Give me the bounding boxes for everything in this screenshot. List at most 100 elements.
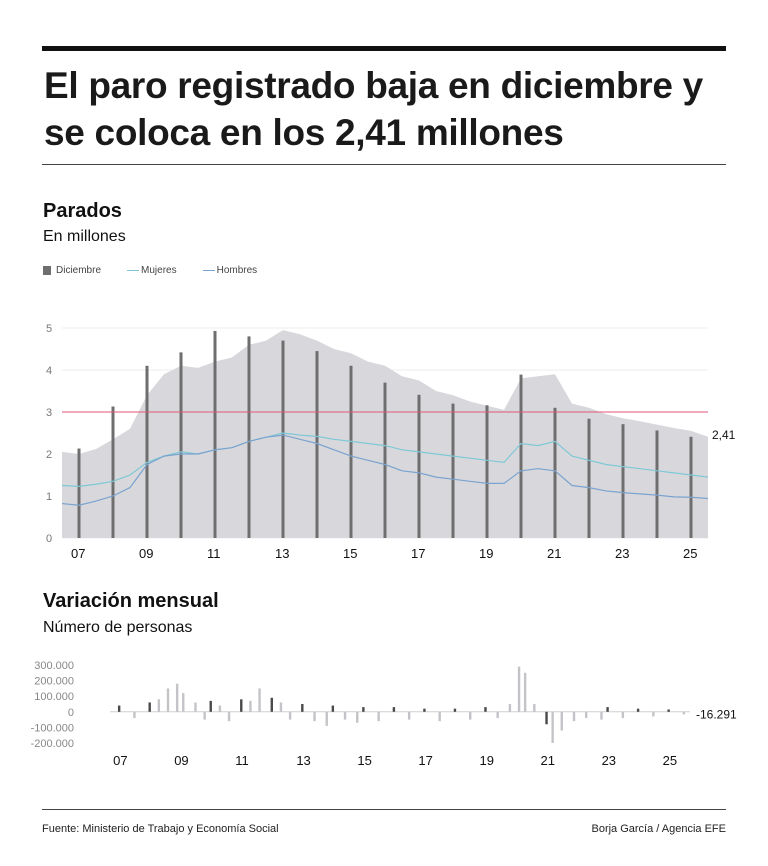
monthly-bar [182, 693, 185, 712]
monthly-bar [523, 672, 527, 712]
legend-item-mujeres: Mujeres [127, 265, 177, 276]
last-value-label: 2,41 [712, 428, 736, 442]
december-bar [485, 405, 489, 538]
monthly-bar [423, 708, 426, 712]
december-bar [247, 336, 251, 538]
x-tick-label: 13 [275, 546, 289, 561]
x-tick-label: 25 [683, 546, 697, 561]
monthly-bar [209, 700, 212, 712]
top-rule [42, 46, 726, 51]
chart1-title: Parados [43, 200, 122, 222]
monthly-bar [343, 711, 347, 720]
legend-label-mujeres: Mujeres [141, 265, 177, 276]
y-tick-label: 5 [46, 323, 52, 335]
legend-label-diciembre: Diciembre [56, 265, 102, 276]
x-tick-label: 11 [235, 753, 249, 768]
y-tick-label: 0 [46, 533, 52, 545]
december-bar [179, 352, 183, 538]
monthly-bar [279, 702, 283, 712]
monthly-bar [331, 705, 335, 712]
monthly-bar [218, 705, 222, 712]
monthly-bar [496, 711, 499, 719]
monthly-bar [133, 711, 136, 719]
monthly-bar [356, 711, 359, 723]
december-bar [621, 424, 625, 538]
legend-item-diciembre: Diciembre [43, 265, 101, 276]
december-bar [315, 351, 319, 538]
monthly-bar [325, 711, 328, 726]
headline: El paro registrado baja en diciembre y s… [44, 65, 703, 153]
monthly-bar [560, 711, 563, 731]
footer-divider [42, 809, 726, 810]
x-tick-label: 17 [411, 546, 425, 561]
x-tick-label: 15 [357, 753, 371, 768]
monthly-bar [484, 707, 487, 712]
monthly-bar [392, 707, 396, 712]
december-bar [451, 403, 455, 538]
x-tick-label: 07 [113, 753, 127, 768]
legend-item-hombres: Hombres [202, 265, 258, 276]
x-tick-label: 11 [207, 546, 221, 561]
monthly-bar [362, 707, 365, 712]
footer-credit: Borja García / Agencia EFE [591, 823, 726, 835]
monthly-bar [148, 702, 151, 712]
monthly-bar [258, 688, 261, 712]
y-tick-label: 300.000 [34, 660, 74, 672]
december-bar [689, 436, 693, 538]
monthly-bar [313, 711, 316, 722]
y-tick-label: -100.000 [31, 722, 74, 734]
december-bar [77, 448, 81, 538]
chart2-subtitle: Número de personas [43, 619, 193, 636]
december-bar [349, 365, 353, 538]
x-tick-label: 07 [71, 546, 85, 561]
x-tick-label: 21 [547, 546, 561, 561]
monthly-bar [194, 702, 197, 712]
monthly-bar [508, 704, 512, 712]
december-bar [417, 394, 421, 538]
monthly-bar [407, 711, 411, 720]
december-bar [281, 340, 285, 538]
x-tick-label: 21 [541, 753, 555, 768]
monthly-bar [606, 707, 609, 712]
monthly-bar [469, 711, 472, 720]
monthly-bar [166, 688, 170, 712]
legend-swatch-hombres [202, 270, 215, 271]
monthly-bar [175, 683, 179, 712]
monthly-bar [157, 699, 161, 712]
monthly-bar [682, 711, 686, 715]
y-tick-label: 2 [46, 449, 52, 461]
x-tick-label: 19 [479, 753, 493, 768]
monthly-bar [117, 705, 121, 712]
monthly-bar [600, 711, 603, 720]
y-tick-label: 200.000 [34, 676, 74, 688]
y-tick-label: 100.000 [34, 691, 74, 703]
monthly-bar [270, 697, 273, 712]
x-tick-label: 23 [615, 546, 629, 561]
december-bar [553, 407, 557, 538]
monthly-bar [517, 666, 521, 712]
legend-swatch-mujeres [127, 270, 140, 271]
monthly-bar [551, 711, 554, 743]
monthly-bar [249, 700, 252, 712]
series-line-hombres [61, 434, 709, 506]
x-tick-label: 13 [296, 753, 310, 768]
december-bar [111, 406, 115, 538]
december-bar [145, 365, 149, 538]
december-bar [383, 382, 387, 538]
monthly-bar [652, 711, 655, 717]
legend-label-hombres: Hombres [216, 265, 258, 276]
y-tick-label: 0 [68, 707, 74, 719]
december-bar [655, 430, 659, 538]
monthly-bar [227, 711, 231, 722]
monthly-bar [453, 708, 457, 712]
footer-source: Fuente: Ministerio de Trabajo y Economía… [42, 823, 279, 835]
monthly-bar [240, 699, 243, 712]
monthly-bar [438, 711, 441, 722]
last-value-label: -16.291 [696, 707, 737, 721]
monthly-bar [377, 711, 380, 722]
x-tick-label: 15 [343, 546, 357, 561]
y-tick-label: 3 [46, 407, 52, 419]
monthly-bar [572, 711, 576, 722]
chart2-title: Variación mensual [43, 590, 219, 612]
